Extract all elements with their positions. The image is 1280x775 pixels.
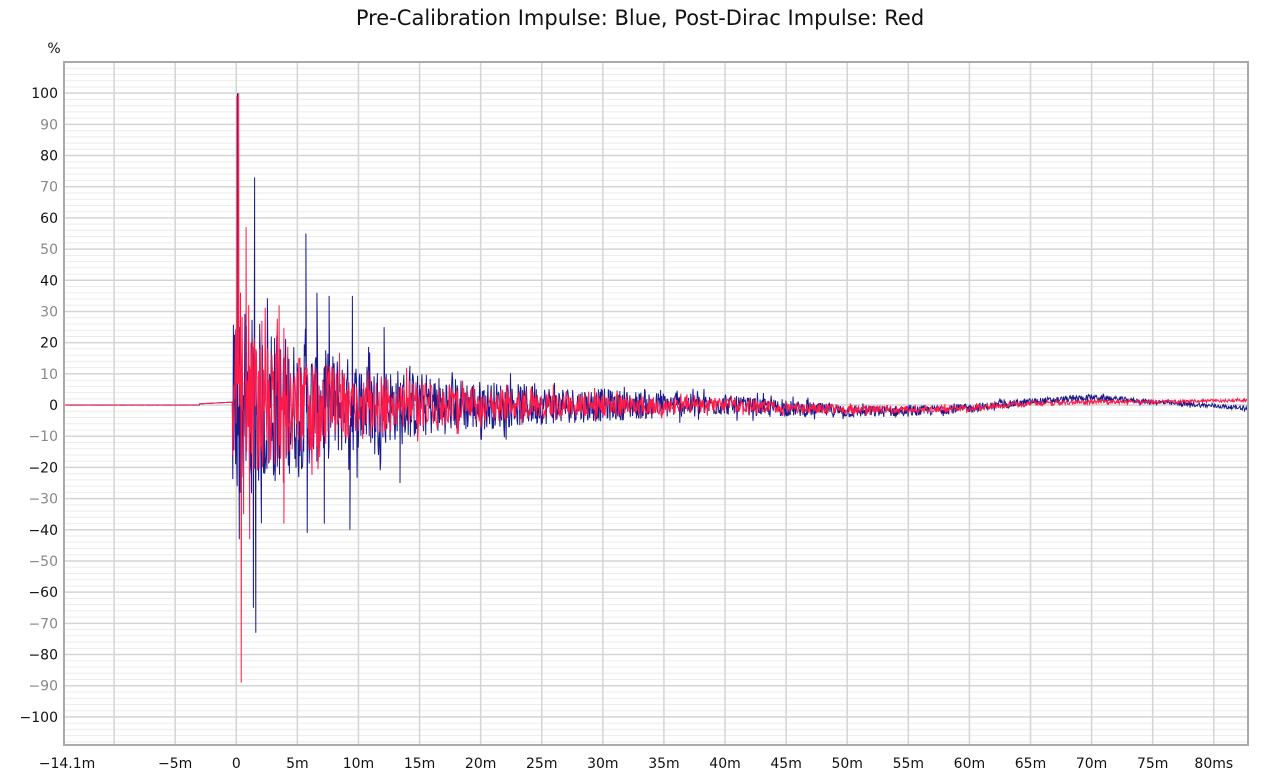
x-tick-label: 15m — [404, 756, 435, 772]
y-tick-label: 10 — [40, 367, 58, 383]
y-tick-label: 80 — [40, 149, 58, 165]
x-tick-label: 20m — [465, 756, 496, 772]
x-tick-label: 80ms — [1194, 756, 1233, 772]
x-tick-label: −5m — [158, 756, 192, 772]
y-tick-label: 20 — [40, 336, 58, 352]
x-tick-label: 75m — [1137, 756, 1168, 772]
x-tick-label: 55m — [893, 756, 924, 772]
y-axis: 1009080706050403020100−10−20−30−40−50−60… — [20, 86, 58, 726]
plot-frame — [63, 61, 1249, 746]
y-tick-label: 60 — [40, 211, 58, 227]
x-tick-label: 45m — [770, 756, 801, 772]
x-tick-label: −14.1m — [39, 756, 96, 772]
x-tick-label: 25m — [526, 756, 557, 772]
x-tick-label: 60m — [954, 756, 985, 772]
x-tick-label: 5m — [286, 756, 309, 772]
x-tick-label: 0 — [232, 756, 241, 772]
y-axis-label: % — [47, 41, 60, 57]
y-tick-label: 50 — [40, 242, 58, 258]
series-line-red — [64, 93, 1249, 683]
x-tick-label: 30m — [587, 756, 618, 772]
series-line-blue — [63, 93, 1249, 633]
y-tick-label: −90 — [28, 679, 58, 695]
y-tick-label: 30 — [40, 304, 58, 320]
chart-title: Pre-Calibration Impulse: Blue, Post-Dira… — [355, 6, 925, 30]
y-tick-label: 90 — [40, 117, 58, 133]
y-tick-label: 0 — [49, 398, 58, 414]
y-tick-label: −100 — [20, 710, 58, 726]
x-tick-label: 10m — [343, 756, 374, 772]
x-tick-label: 40m — [709, 756, 740, 772]
y-tick-label: 70 — [40, 180, 58, 196]
y-tick-label: −80 — [28, 648, 58, 664]
y-tick-label: −40 — [28, 523, 58, 539]
y-tick-label: −60 — [28, 585, 58, 601]
x-tick-label: 70m — [1076, 756, 1107, 772]
x-axis: −14.1m −5m 0 5m 10m 15m 20m 25m 30m 35m 40m 45m 50m 5… — [39, 756, 1233, 772]
y-tick-label: 40 — [40, 273, 58, 289]
x-tick-label: 35m — [648, 756, 679, 772]
y-tick-label: −50 — [28, 554, 58, 570]
y-tick-label: −70 — [28, 616, 58, 632]
x-tick-label: 50m — [831, 756, 862, 772]
y-tick-label: −10 — [28, 429, 58, 445]
x-tick-label: 65m — [1015, 756, 1046, 772]
y-tick-label: 100 — [31, 86, 58, 102]
y-tick-label: −20 — [28, 460, 58, 476]
y-tick-label: −30 — [28, 492, 58, 508]
plot-area — [63, 93, 1249, 683]
